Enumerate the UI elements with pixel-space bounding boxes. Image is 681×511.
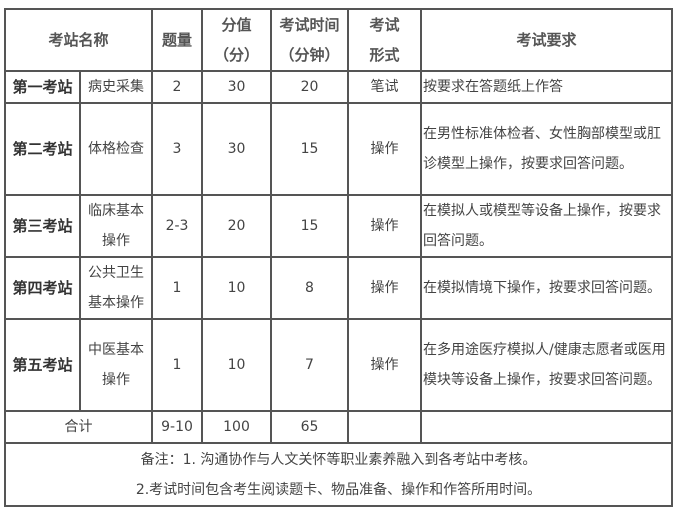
table-row: 第二考站 体格检查 3 30 15 操作 在男性标准体检者、女性胸部模型或肛诊模… bbox=[4, 102, 674, 196]
table-row: 第四考站 公共卫生基本操作 1 10 8 操作 在模拟情境下操作，按要求回答问题… bbox=[4, 256, 674, 320]
station: 第二考站 bbox=[4, 102, 81, 196]
total-time: 65 bbox=[270, 410, 350, 444]
time: 7 bbox=[270, 318, 350, 412]
time: 15 bbox=[270, 194, 350, 258]
note-line-1: 备注：1. 沟通协作与人文关怀等职业素养融入到各考站中考核。 bbox=[140, 451, 537, 468]
requirement: 在模拟情境下操作，按要求回答问题。 bbox=[420, 256, 674, 320]
notes: 备注：1. 沟通协作与人文关怀等职业素养融入到各考站中考核。 2.考试时间包含考… bbox=[3, 442, 674, 507]
time: 15 bbox=[270, 102, 350, 196]
count: 1 bbox=[151, 256, 204, 320]
time: 20 bbox=[270, 70, 350, 104]
header-format: 考试形式 bbox=[347, 8, 423, 72]
header-score: 分值（分） bbox=[201, 8, 273, 72]
total-requirement bbox=[420, 410, 674, 444]
score: 30 bbox=[201, 70, 273, 104]
format: 操作 bbox=[347, 194, 423, 258]
time: 8 bbox=[270, 256, 350, 320]
total-label: 合计 bbox=[3, 410, 154, 444]
requirement: 在多用途医疗模拟人/健康志愿者或医用模块等设备上操作，按要求回答问题。 bbox=[420, 318, 674, 412]
requirement: 在男性标准体检者、女性胸部模型或肛诊模型上操作，按要求回答问题。 bbox=[420, 102, 674, 196]
note-line-2: 2.考试时间包含考生阅读题卡、物品准备、操作和作答所用时间。 bbox=[135, 481, 542, 498]
format: 操作 bbox=[347, 318, 423, 412]
requirement: 在模拟人或模型等设备上操作，按要求回答问题。 bbox=[420, 194, 674, 258]
total-count: 9-10 bbox=[151, 410, 204, 444]
total-score: 100 bbox=[201, 410, 273, 444]
count: 2-3 bbox=[151, 194, 204, 258]
total-format bbox=[347, 410, 423, 444]
station: 第五考站 bbox=[4, 318, 81, 412]
format: 笔试 bbox=[347, 70, 423, 104]
header-station-name: 考站名称 bbox=[3, 8, 154, 72]
content: 中医基本操作 bbox=[78, 318, 154, 412]
station: 第一考站 bbox=[4, 70, 81, 104]
header-time: 考试时间（分钟） bbox=[270, 8, 350, 72]
exam-stations-table: 考站名称 题量 分值（分） 考试时间（分钟） 考试形式 考试要求 第一考站 病史… bbox=[3, 8, 674, 507]
header-requirement: 考试要求 bbox=[420, 8, 674, 72]
score: 20 bbox=[201, 194, 273, 258]
score: 10 bbox=[201, 318, 273, 412]
content: 体格检查 bbox=[78, 102, 154, 196]
table-row: 第三考站 临床基本操作 2-3 20 15 操作 在模拟人或模型等设备上操作，按… bbox=[4, 194, 674, 258]
content: 病史采集 bbox=[78, 70, 154, 104]
format: 操作 bbox=[347, 102, 423, 196]
score: 10 bbox=[201, 256, 273, 320]
notes-row: 备注：1. 沟通协作与人文关怀等职业素养融入到各考站中考核。 2.考试时间包含考… bbox=[3, 442, 674, 507]
count: 2 bbox=[151, 70, 204, 104]
station: 第四考站 bbox=[4, 256, 81, 320]
count: 1 bbox=[151, 318, 204, 412]
format: 操作 bbox=[347, 256, 423, 320]
count: 3 bbox=[151, 102, 204, 196]
content: 公共卫生基本操作 bbox=[78, 256, 154, 320]
total-row: 合计 9-10 100 65 bbox=[3, 410, 674, 444]
table-row: 第一考站 病史采集 2 30 20 笔试 按要求在答题纸上作答 bbox=[4, 70, 674, 104]
header-question-count: 题量 bbox=[151, 8, 204, 72]
table-row: 第五考站 中医基本操作 1 10 7 操作 在多用途医疗模拟人/健康志愿者或医用… bbox=[4, 318, 674, 412]
score: 30 bbox=[201, 102, 273, 196]
header-row: 考站名称 题量 分值（分） 考试时间（分钟） 考试形式 考试要求 bbox=[3, 8, 674, 72]
station: 第三考站 bbox=[4, 194, 81, 258]
content: 临床基本操作 bbox=[78, 194, 154, 258]
requirement: 按要求在答题纸上作答 bbox=[420, 70, 674, 104]
